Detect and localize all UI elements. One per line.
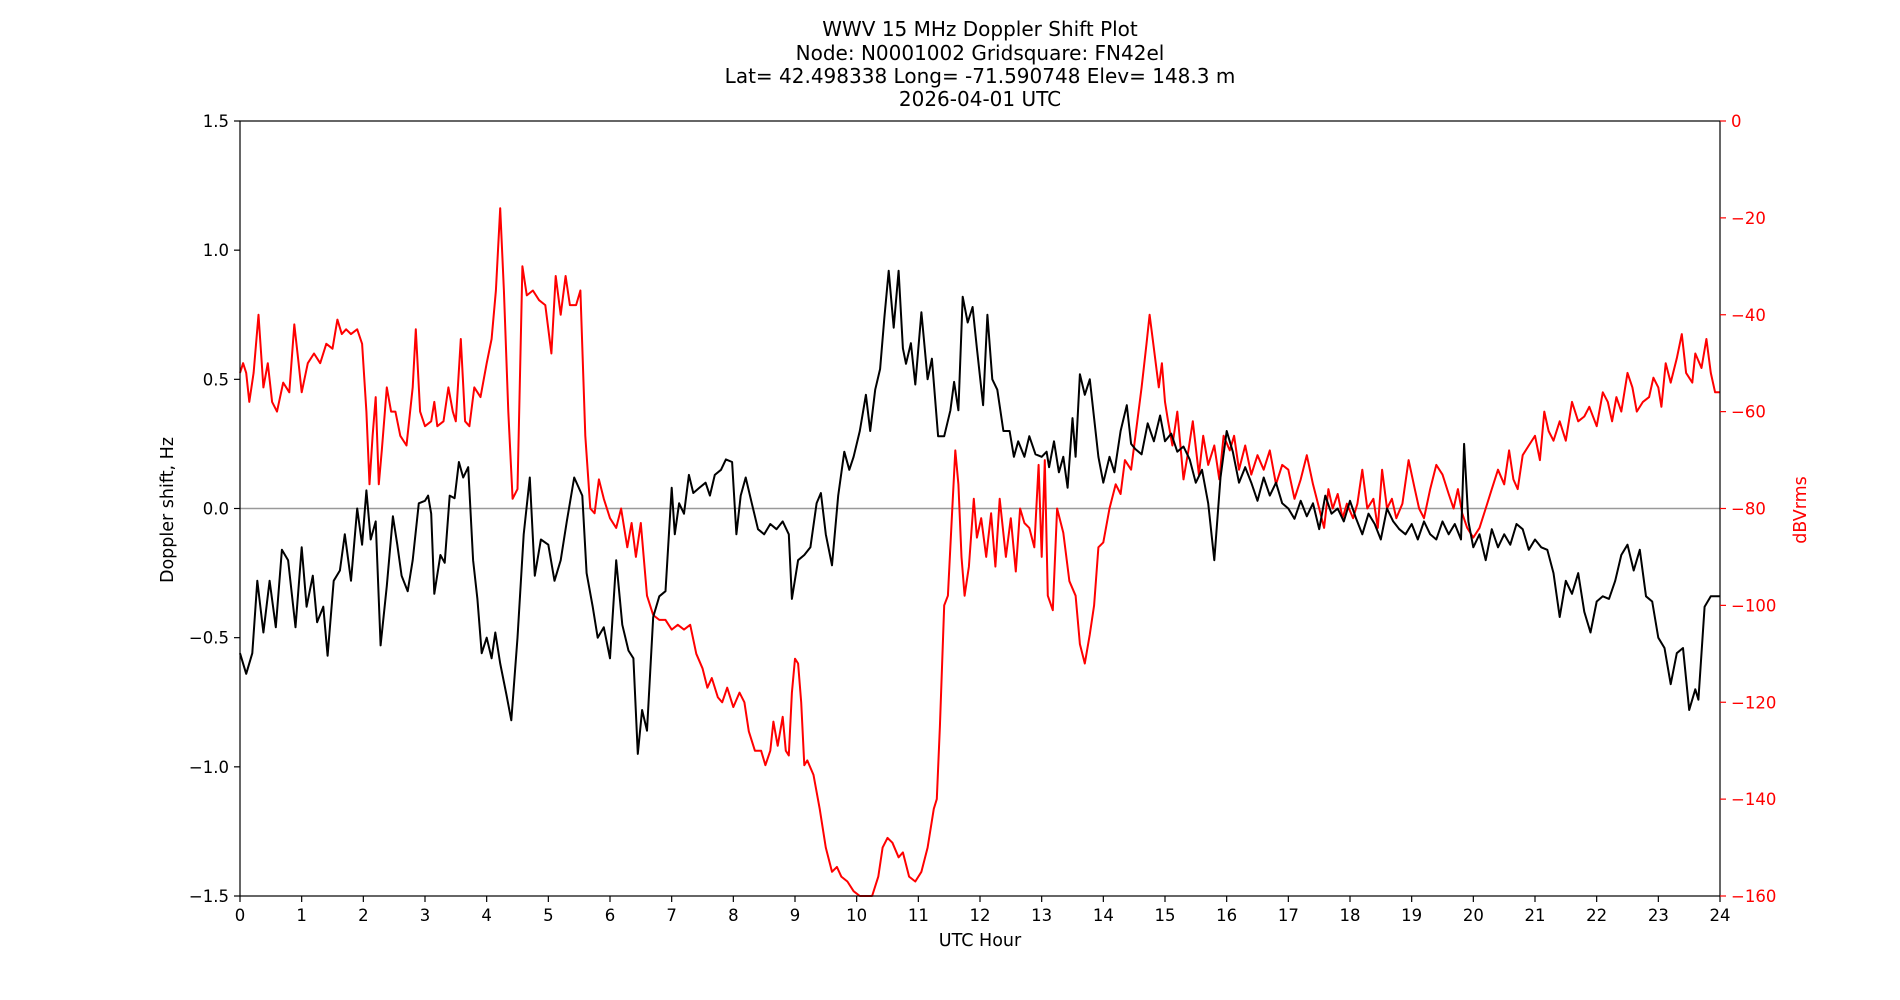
y-axis-right: 0 −20 −40 −60 −80 −100 −120 −140 −160 (1720, 112, 1776, 906)
x-tick-label: 18 (1340, 906, 1361, 925)
x-tick-label: 2 (358, 906, 369, 925)
y-left-tick-label: 1.0 (203, 241, 229, 260)
y-right-tick-label: −140 (1731, 790, 1776, 809)
y-axis-right-label: dBVrms (1791, 476, 1811, 544)
signal-level-series-line (239, 207, 1720, 897)
doppler-shift-series-line (239, 269, 1720, 755)
y-left-tick-label: 0.5 (203, 370, 229, 389)
x-tick-label: 22 (1586, 906, 1607, 925)
y-right-tick-label: −40 (1731, 306, 1766, 325)
y-right-tick-label: −80 (1731, 500, 1766, 519)
x-tick-label: 15 (1155, 906, 1176, 925)
x-tick-label: 11 (908, 906, 929, 925)
x-tick-label: 8 (728, 906, 739, 925)
x-axis-label: UTC Hour (939, 931, 1022, 951)
x-tick-label: 16 (1216, 906, 1237, 925)
x-axis: 0 1 2 3 4 5 6 7 8 9 10 11 12 13 14 15 16 17 18 19 20 21 22 23 24 (235, 896, 1731, 925)
y-right-tick-label: −160 (1731, 887, 1776, 906)
y-right-tick-label: −100 (1731, 596, 1776, 615)
x-tick-label: 10 (846, 906, 867, 925)
title-line: Lat= 42.498338 Long= -71.590748 Elev= 14… (725, 64, 1236, 88)
y-left-tick-label: 0.0 (203, 500, 229, 519)
y-right-tick-label: 0 (1731, 112, 1742, 131)
title-line: Node: N0001002 Gridsquare: FN42el (796, 41, 1165, 65)
x-tick-label: 21 (1525, 906, 1546, 925)
y-axis-left-label: Doppler shift, Hz (158, 437, 178, 583)
x-tick-label: 9 (790, 906, 801, 925)
title-line: WWV 15 MHz Doppler Shift Plot (822, 17, 1138, 41)
y-left-tick-label: −0.5 (189, 629, 229, 648)
x-tick-label: 24 (1710, 906, 1731, 925)
x-tick-label: 20 (1463, 906, 1484, 925)
title-line: 2026-04-01 UTC (899, 87, 1061, 111)
y-right-tick-label: −20 (1731, 209, 1766, 228)
x-tick-label: 13 (1031, 906, 1052, 925)
x-tick-label: 4 (481, 906, 492, 925)
x-tick-label: 6 (605, 906, 616, 925)
x-tick-label: 14 (1093, 906, 1114, 925)
y-left-tick-label: 1.5 (203, 112, 229, 131)
y-right-tick-label: −60 (1731, 403, 1766, 422)
x-tick-label: 3 (420, 906, 431, 925)
chart-title: WWV 15 MHz Doppler Shift Plot Node: N000… (725, 17, 1236, 111)
y-axis-left: 1.5 1.0 0.5 0.0 −0.5 −1.0 −1.5 (189, 112, 240, 906)
x-tick-label: 7 (666, 906, 677, 925)
x-tick-label: 23 (1648, 906, 1669, 925)
x-tick-label: 5 (543, 906, 554, 925)
x-tick-label: 1 (296, 906, 307, 925)
x-tick-label: 12 (970, 906, 991, 925)
x-tick-label: 17 (1278, 906, 1299, 925)
y-left-tick-label: −1.0 (189, 758, 229, 777)
x-tick-label: 19 (1401, 906, 1422, 925)
x-tick-label: 0 (235, 906, 246, 925)
y-left-tick-label: −1.5 (189, 887, 229, 906)
y-right-tick-label: −120 (1731, 693, 1776, 712)
